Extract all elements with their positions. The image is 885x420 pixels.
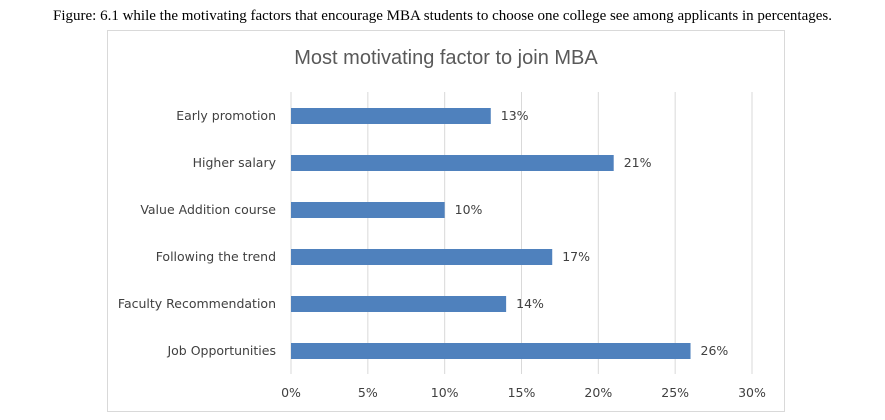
category-label: Value Addition course [140, 202, 276, 217]
category-label: Early promotion [176, 108, 276, 123]
bar [291, 202, 445, 218]
data-label: 13% [501, 108, 529, 123]
bar [291, 155, 614, 171]
category-label: Job Opportunities [166, 343, 276, 358]
figure-caption: Figure: 6.1 while the motivating factors… [53, 8, 832, 24]
data-label: 17% [562, 249, 590, 264]
chart-title: Most motivating factor to join MBA [294, 47, 598, 69]
x-tick-label: 10% [431, 385, 459, 400]
x-tick-label: 5% [358, 385, 378, 400]
x-tick-label: 0% [281, 385, 301, 400]
x-tick-label: 25% [661, 385, 689, 400]
data-labels: 13% 21% 10% 17% 14% 26% [455, 108, 729, 358]
chart-frame [107, 30, 785, 412]
data-label: 10% [455, 202, 483, 217]
x-tick-label: 30% [738, 385, 766, 400]
bar [291, 296, 507, 312]
bar [291, 249, 553, 265]
category-labels: Early promotion Higher salary Value Additi… [118, 108, 277, 358]
bar [291, 108, 491, 124]
x-tick-label: 20% [584, 385, 612, 400]
x-tick-label: 15% [508, 385, 536, 400]
data-label: 21% [624, 155, 652, 170]
category-label: Faculty Recommendation [118, 296, 276, 311]
category-label: Higher salary [193, 155, 277, 170]
gridlines [290, 92, 753, 374]
bars [291, 108, 691, 359]
category-label: Following the trend [156, 249, 276, 264]
bar [291, 343, 691, 359]
data-label: 26% [701, 343, 729, 358]
data-label: 14% [516, 296, 544, 311]
x-tick-labels: 0% 5% 10% 15% 20% 25% 30% [281, 385, 766, 400]
